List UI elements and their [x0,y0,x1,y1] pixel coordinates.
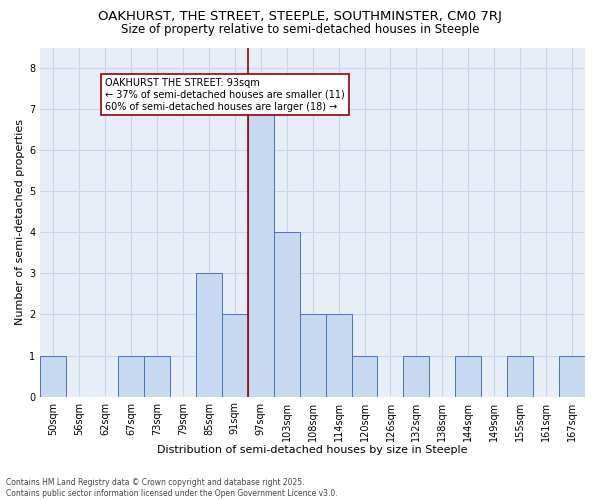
Bar [222,314,248,396]
Bar [118,356,144,397]
Text: OAKHURST THE STREET: 93sqm
← 37% of semi-detached houses are smaller (11)
60% of: OAKHURST THE STREET: 93sqm ← 37% of semi… [105,78,345,112]
Bar [248,109,274,397]
Text: OAKHURST, THE STREET, STEEPLE, SOUTHMINSTER, CM0 7RJ: OAKHURST, THE STREET, STEEPLE, SOUTHMINS… [98,10,502,23]
Bar [403,356,430,397]
Y-axis label: Number of semi-detached properties: Number of semi-detached properties [15,119,25,325]
Text: Size of property relative to semi-detached houses in Steeple: Size of property relative to semi-detach… [121,22,479,36]
Bar [352,356,377,397]
Bar [507,356,533,397]
X-axis label: Distribution of semi-detached houses by size in Steeple: Distribution of semi-detached houses by … [157,445,468,455]
Bar [559,356,585,397]
Bar [274,232,299,396]
Bar [144,356,170,397]
Bar [326,314,352,396]
Bar [196,274,222,396]
Bar [455,356,481,397]
Bar [40,356,66,397]
Bar [299,314,326,396]
Text: Contains HM Land Registry data © Crown copyright and database right 2025.
Contai: Contains HM Land Registry data © Crown c… [6,478,338,498]
